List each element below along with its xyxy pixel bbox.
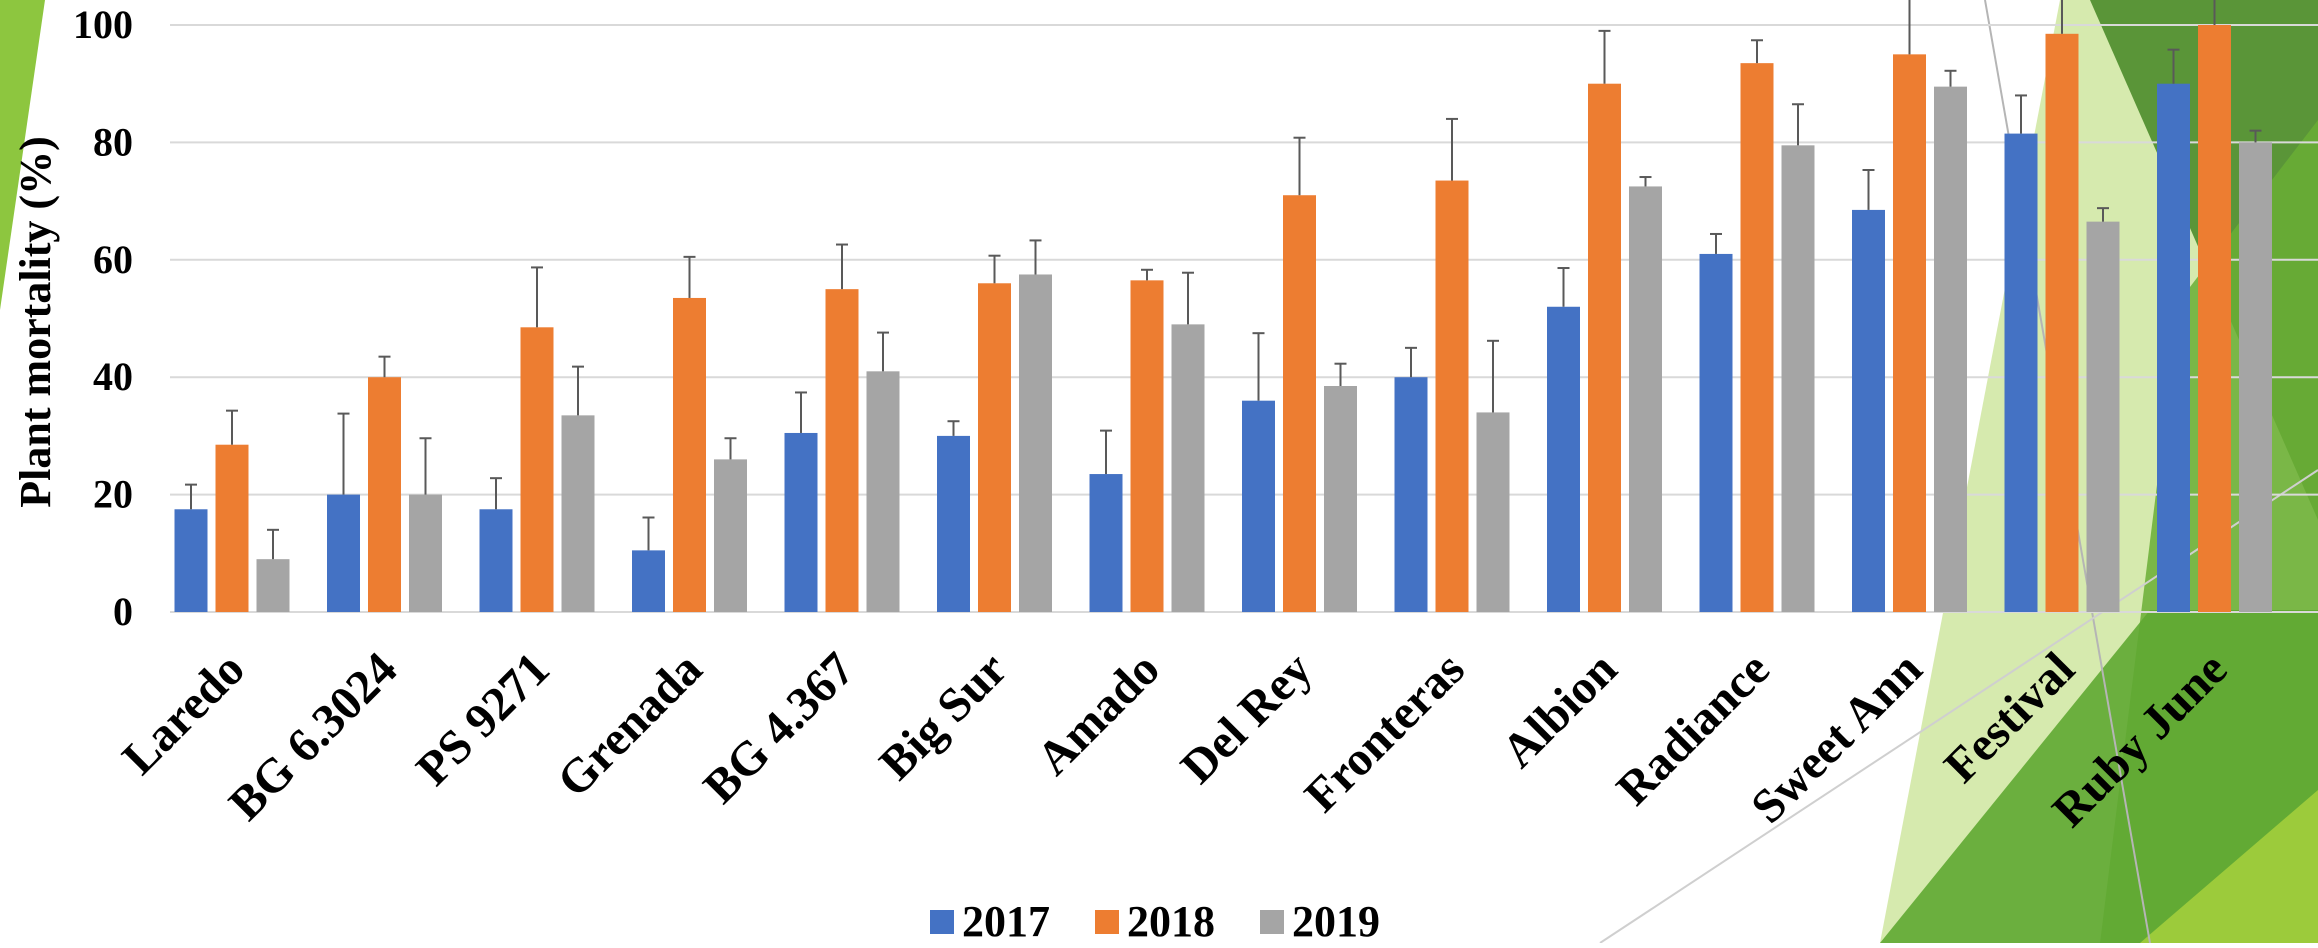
bar-2017 [327,494,360,612]
bar-2017 [1089,474,1123,612]
legend-swatch-2018 [1095,910,1119,934]
bar-2018 [1435,180,1469,612]
bar-2018 [368,377,401,612]
bar-2019 [256,559,290,612]
bar-2017 [632,550,665,612]
bar-2018 [1130,280,1164,612]
bar-2017 [479,509,513,612]
x-category-label: Big Sur [869,642,1017,790]
x-category-label: PS 9271 [406,642,559,795]
y-tick-label: 40 [93,354,133,399]
bar-2019 [2086,221,2120,612]
x-category-label: BG 6.3024 [219,642,407,830]
bar-2018 [825,289,859,612]
bar-2019 [2239,142,2272,612]
bar-2018 [978,283,1011,612]
bar-2017 [1242,400,1275,612]
bar-2019 [1476,412,1510,612]
y-axis: Plant mortality (%) 0 20 40 60 80 100 [11,2,133,634]
x-category-label: BG 4.367 [693,642,864,813]
y-axis-label: Plant mortality (%) [11,136,60,507]
bar-2019 [1019,274,1052,612]
y-tick-label: 80 [93,119,133,164]
bar-2018 [215,444,249,612]
decor-bottom-green [1880,610,2318,943]
bar-2017 [1699,253,1733,612]
bar-2019 [409,494,442,612]
y-tick-label: 60 [93,237,133,282]
bar-2018 [2198,25,2231,612]
bar-2018 [520,327,554,612]
decor-bottom-lime [2140,790,2318,943]
bar-2018 [673,297,706,612]
bar-2017 [937,435,970,612]
bar-2018 [1740,63,1774,612]
y-tick-label: 20 [93,472,133,517]
bar-2018 [1588,83,1621,612]
bar-2019 [866,371,900,612]
bar-2018 [1283,195,1316,613]
x-category-label: Grenada [547,642,712,807]
bar-2017 [2157,83,2190,612]
legend-swatch-2017 [930,910,954,934]
bar-2019 [714,459,747,612]
decor-left-triangle [0,0,45,310]
bar-2017 [784,432,818,612]
legend-label-2018: 2018 [1127,897,1215,943]
legend-label-2019: 2019 [1292,897,1380,943]
bar-2017 [1852,209,1885,612]
bar-2019 [1324,386,1357,612]
bar-2019 [1781,145,1815,612]
x-category-label: Amado [1027,642,1170,785]
bar-2017 [2004,133,2038,612]
legend: 2017 2018 2019 [930,897,1380,946]
legend-label-2017: 2017 [962,897,1050,943]
bar-2019 [1171,324,1205,612]
y-tick-label: 100 [73,2,133,47]
x-category-label: Laredo [112,642,254,784]
bar-2019 [561,415,595,612]
legend-swatch-2019 [1260,910,1284,934]
bar-2018 [2045,33,2079,613]
bar-2017 [1547,306,1580,612]
bars [174,25,2272,613]
bar-2019 [1629,186,1662,613]
x-category-label: Del Rey [1171,642,1323,794]
bar-2019 [1934,86,1967,612]
bar-2017 [174,509,208,612]
x-category-label: Albion [1492,642,1628,778]
x-category-label: Fronteras [1295,642,1475,822]
error-bars [185,0,2262,560]
bar-2017 [1394,377,1428,612]
bar-2018 [1893,54,1926,613]
y-tick-label: 0 [113,589,133,634]
